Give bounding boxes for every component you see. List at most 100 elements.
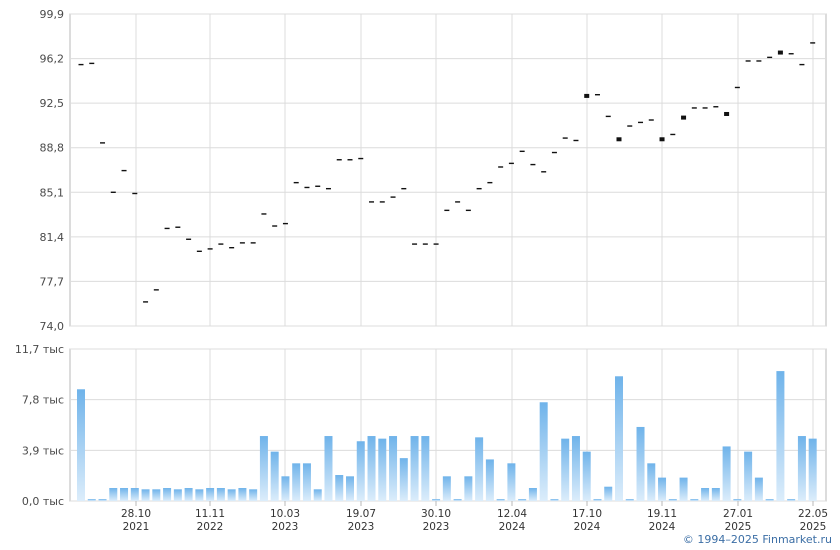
x-date-label: 27.01 [723,508,753,520]
volume-bar [679,477,688,501]
volume-bar [442,476,451,501]
x-date-label: 11.11 [195,508,225,520]
price-tick-label: 96,2 [40,53,65,66]
price-point [584,93,590,98]
x-date-label: 10.03 [270,508,300,520]
volume-bar [238,488,247,501]
volume-bar [507,463,516,501]
volume-bar [163,488,172,501]
volume-bar [604,486,613,501]
volume-bar [561,438,570,501]
x-year-label: 2023 [348,521,375,533]
x-axis: 28.10202111.11202210.03202319.07202330.1… [121,501,828,533]
volume-bar [539,402,548,501]
volume-bar [625,499,634,501]
volume-bar [571,436,580,501]
volume-bar [744,451,753,501]
volume-bar [550,499,559,501]
price-point [777,50,783,55]
volume-tick-label: 0,0 тыс [22,495,64,508]
volume-bar [98,499,107,501]
x-date-label: 12.04 [497,508,527,520]
volume-bar [77,389,85,501]
price-tick-label: 85,1 [40,186,65,199]
volume-bar [421,436,430,501]
price-tick-label: 92,5 [40,97,65,110]
volume-bar [346,476,354,501]
volume-bar [690,499,699,501]
volume-bar [668,499,677,501]
volume-bar [528,488,537,501]
volume-bar [367,436,376,501]
volume-bar [378,438,387,501]
volume-bar [389,436,398,501]
x-date-label: 19.11 [647,508,677,520]
x-year-label: 2022 [197,521,224,533]
volume-bar [647,463,656,501]
price-point [681,115,687,120]
volume-bar [141,489,150,501]
x-year-label: 2024 [649,521,676,533]
volume-bar [152,489,161,501]
volume-bar [249,489,258,501]
price-plot-area [69,13,827,327]
volume-bar [216,488,225,501]
volume-bar [399,458,408,501]
price-tick-label: 88,8 [40,142,65,155]
volume-tick-label: 3,9 тыс [22,444,64,457]
volume-bar [410,436,419,501]
volume-bar [302,463,311,501]
volume-bar [206,488,215,501]
x-date-label: 17.10 [572,508,602,520]
volume-bar [195,489,204,501]
volume-bar [432,499,441,501]
volume-bar [356,441,365,501]
volume-bar [173,489,182,501]
volume-bar [87,499,96,501]
volume-tick-label: 11,7 тыс [15,343,64,356]
volume-bar [109,488,118,501]
copyright-credit[interactable]: © 1994–2025 Finmarket.ru [682,533,832,546]
volume-bar [787,499,796,501]
volume-bar [722,446,731,501]
volume-bar [615,376,623,501]
volume-bar [733,499,742,501]
volume-bar [130,488,139,501]
x-year-label: 2025 [800,521,827,533]
volume-bar [593,499,602,501]
volume-bar [292,463,301,501]
price-tick-label: 77,7 [40,275,65,288]
volume-bar [464,476,473,501]
price-point [724,111,730,116]
volume-bar [754,477,763,501]
volume-bar [120,488,129,501]
volume-bar [776,371,785,501]
volume-bar [485,459,494,501]
x-date-label: 28.10 [121,508,151,520]
volume-panel: 0,0 тыс 3,9 тыс 7,8 тыс 11,7 тыс [15,343,827,508]
volume-bar [335,475,344,501]
volume-bar [808,438,817,501]
volume-bar [281,476,290,501]
volume-bar [324,436,333,501]
volume-bar [259,436,268,501]
volume-bar [475,437,484,501]
x-year-label: 2021 [123,521,150,533]
volume-bar [582,451,591,501]
volume-plot-area [69,348,827,502]
price-tick-label: 81,4 [40,231,65,244]
volume-bar [518,499,527,501]
x-year-label: 2025 [725,521,752,533]
price-point [659,137,665,142]
volume-bar [636,426,645,501]
volume-bar [765,499,774,501]
price-point [616,137,622,142]
volume-bar [711,488,720,501]
x-date-label: 22.05 [798,508,828,520]
x-year-label: 2024 [574,521,601,533]
x-year-label: 2023 [272,521,299,533]
price-panel: 74,0 77,7 81,4 85,1 88,8 92,5 96,2 99,9 [40,8,827,333]
x-date-label: 19.07 [346,508,376,520]
volume-bar [453,499,462,501]
